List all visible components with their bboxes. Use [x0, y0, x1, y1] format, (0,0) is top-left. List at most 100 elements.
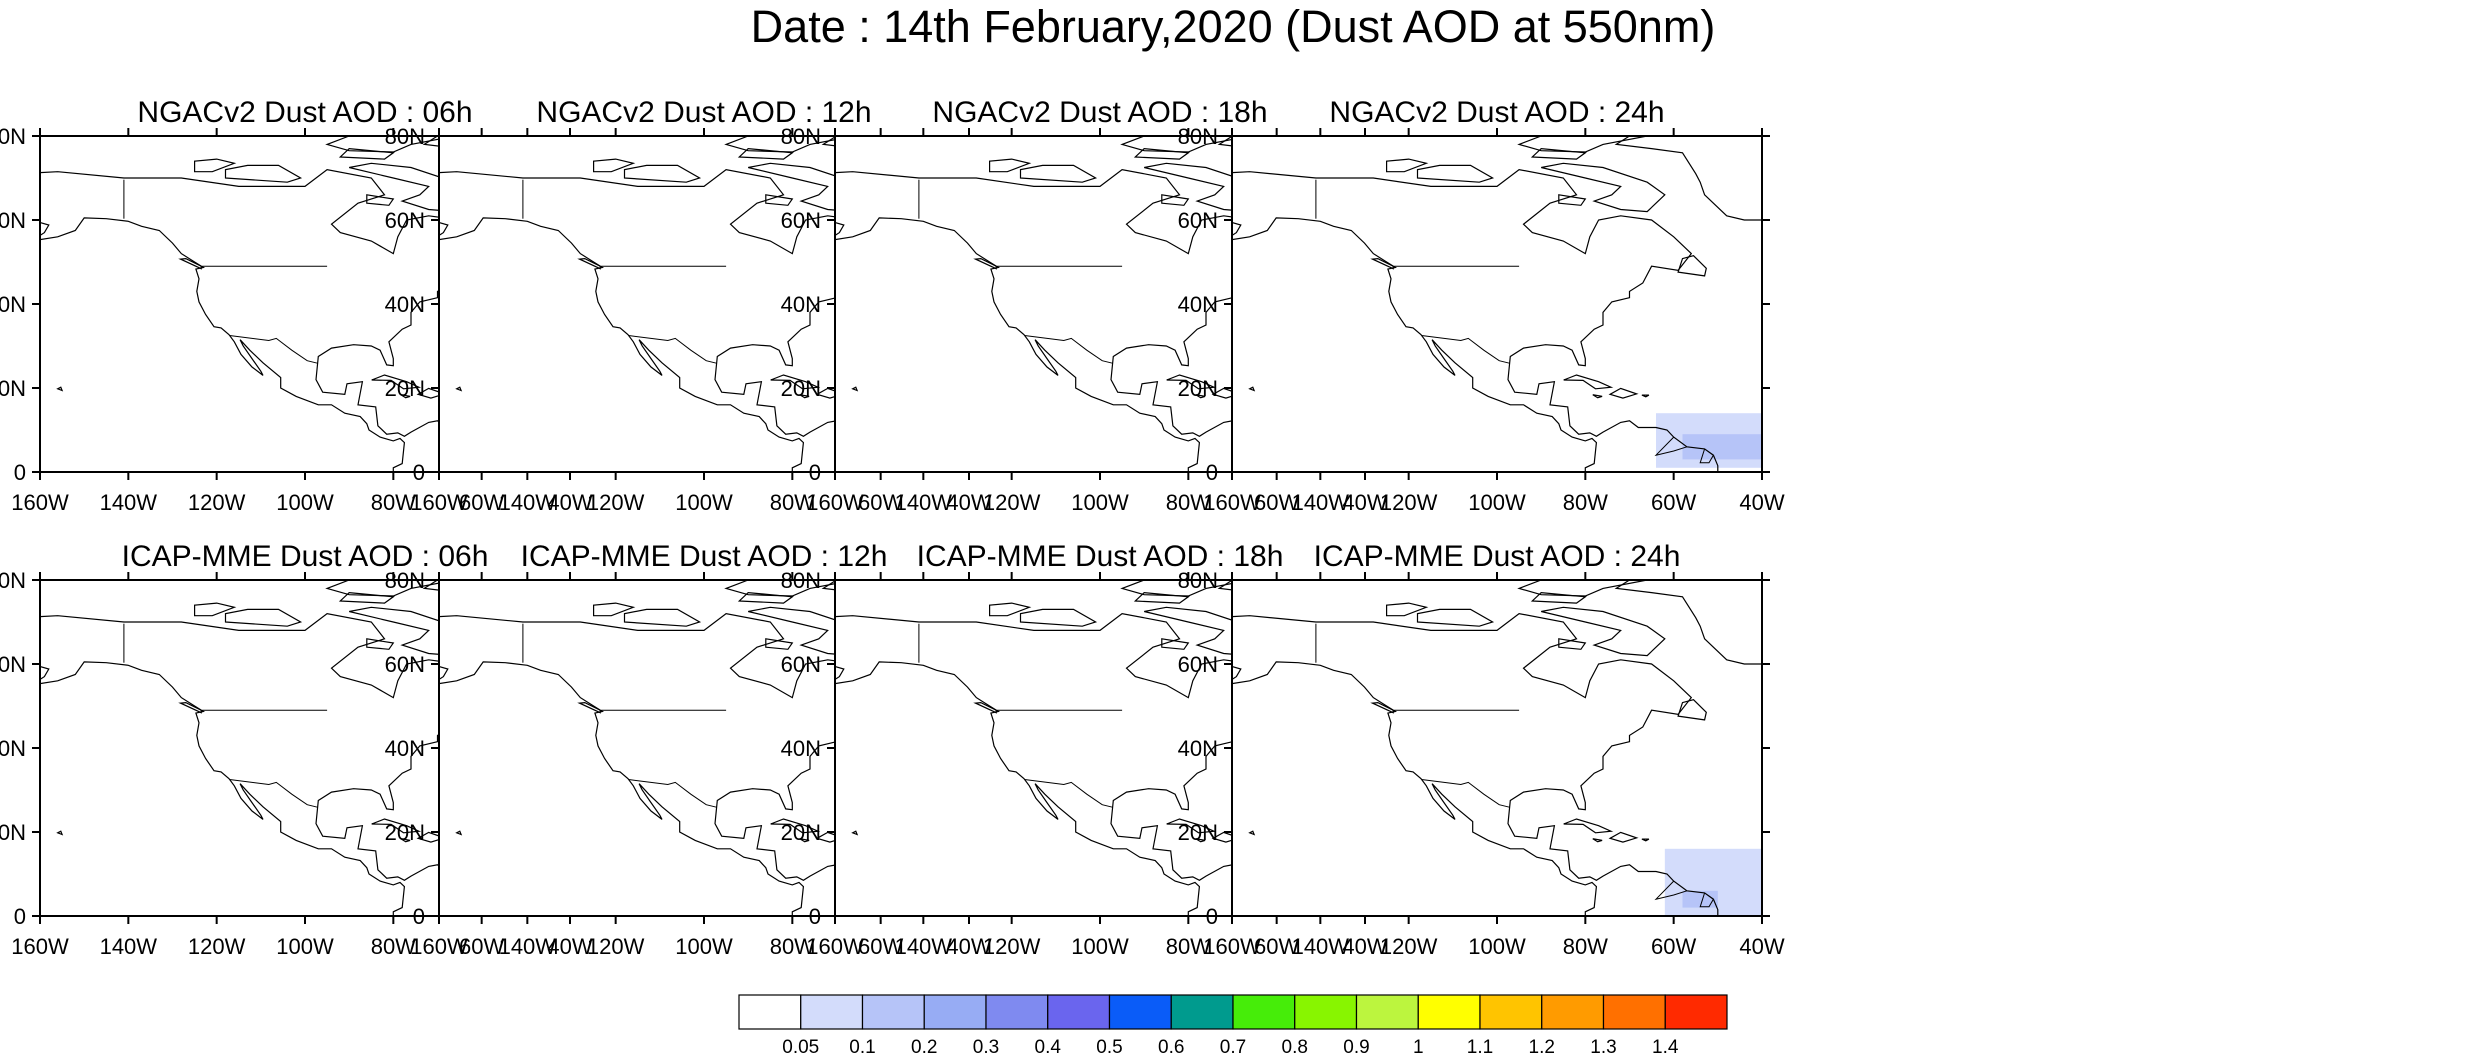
lon-tick-label: 160W	[410, 490, 468, 515]
coastline	[770, 374, 821, 390]
coastline	[56, 386, 64, 392]
lat-tick-label: 0	[413, 904, 425, 929]
coastline	[455, 386, 463, 392]
colorbar-label: 1.4	[1652, 1037, 1679, 1056]
dust-aod-area	[1682, 434, 1762, 460]
colorbar-label: 1	[1413, 1037, 1424, 1056]
coastline	[455, 830, 463, 836]
coastline	[371, 374, 422, 390]
coastline	[194, 602, 237, 617]
coastline	[1677, 255, 1707, 277]
lat-tick-label: 40N	[385, 292, 425, 317]
coastline	[1517, 580, 1665, 597]
lon-tick-label: 140W	[499, 934, 557, 959]
coastline	[724, 580, 872, 597]
lon-tick-label: 140W	[1292, 490, 1350, 515]
coastline	[1195, 838, 1206, 843]
coastline	[623, 608, 702, 627]
coastline	[338, 147, 395, 160]
colorbar-label: 0.6	[1158, 1037, 1184, 1056]
coastline	[1133, 147, 1190, 160]
map-panel: ICAP-MME Dust AOD : 24h 80N 60N 40N 20N 0 160W…	[1178, 540, 1785, 959]
coastline	[1530, 147, 1587, 160]
lat-tick-label: 40N	[0, 292, 26, 317]
colorbar-label: 1.2	[1529, 1037, 1555, 1056]
lon-tick-label: 60W	[1254, 490, 1299, 515]
lon-tick-label: 160W	[806, 934, 864, 959]
lat-tick-label: 20N	[1178, 376, 1218, 401]
lon-tick-label: 100W	[1468, 490, 1526, 515]
lat-tick-label: 60N	[781, 208, 821, 233]
coastline	[1416, 608, 1495, 627]
lat-tick-label: 0	[14, 460, 26, 485]
lon-tick-label: 100W	[1071, 490, 1129, 515]
coastline	[1019, 164, 1098, 183]
colorbar-box	[1232, 994, 1296, 1030]
colorbar-box	[1541, 994, 1605, 1030]
map-panels: NGACv2 Dust AOD : 06h80N60N40N20N0160W14…	[0, 96, 1785, 959]
coastline	[1144, 606, 1269, 657]
lon-tick-label: 160W	[410, 934, 468, 959]
coastline	[178, 257, 202, 270]
coastline	[1248, 386, 1256, 392]
coastline	[799, 394, 810, 399]
lon-tick-label: 60W	[459, 934, 504, 959]
lon-tick-label: 140W	[895, 490, 953, 515]
colorbar-box	[1355, 994, 1419, 1030]
aod-colorbar: 0.05 0.1 0.2 0.3 0.4 0.5 0.6 0.7 0.8 0.9 1 1.1 1.2 1.…	[738, 994, 1728, 1056]
coastline	[1558, 638, 1587, 650]
coastline	[973, 257, 997, 270]
lon-tick-label: 40W	[946, 934, 991, 959]
lon-tick-label: 120W	[983, 934, 1041, 959]
coastline	[1248, 830, 1256, 836]
colorbar-box	[861, 994, 925, 1030]
lon-tick-label: 120W	[1380, 490, 1438, 515]
lon-tick-label: 100W	[276, 490, 334, 515]
coastline	[765, 194, 794, 206]
country-border	[1024, 335, 1113, 364]
coastline	[1541, 606, 1666, 657]
coastline	[1563, 374, 1614, 390]
colorbar-box	[1479, 994, 1543, 1030]
country-border	[229, 779, 318, 808]
lat-tick-label: 60N	[781, 652, 821, 677]
lon-tick-label: 80W	[1563, 490, 1608, 515]
lat-tick-label: 40N	[385, 736, 425, 761]
lon-tick-label: 140W	[100, 490, 158, 515]
coastline	[325, 580, 473, 597]
coastline	[1530, 591, 1587, 604]
lon-tick-label: 120W	[188, 934, 246, 959]
coastline	[973, 701, 997, 714]
colorbar-box	[1417, 994, 1481, 1030]
coastline	[737, 591, 794, 604]
lon-tick-label: 100W	[675, 934, 733, 959]
lon-tick-label: 100W	[675, 490, 733, 515]
lat-tick-label: 80N	[0, 568, 26, 593]
lon-tick-label: 80W	[1563, 934, 1608, 959]
lon-tick-label: 120W	[983, 490, 1041, 515]
lat-tick-label: 60N	[1178, 652, 1218, 677]
coastline	[178, 701, 202, 714]
colorbar-label: 0.5	[1096, 1037, 1122, 1056]
panel-title: NGACv2 Dust AOD : 24h	[1329, 96, 1664, 129]
lon-tick-label: 60W	[858, 490, 903, 515]
colorbar-label: 1.1	[1467, 1037, 1493, 1056]
lat-tick-label: 40N	[1178, 736, 1218, 761]
lat-tick-label: 80N	[385, 568, 425, 593]
coastline	[194, 158, 237, 173]
lon-tick-label: 80W	[770, 934, 815, 959]
lon-tick-label: 40W	[547, 934, 592, 959]
lat-tick-label: 60N	[0, 652, 26, 677]
lat-tick-label: 0	[1206, 904, 1218, 929]
colorbar-box	[1170, 994, 1234, 1030]
colorbar-box	[985, 994, 1049, 1030]
country-border	[628, 335, 717, 364]
coastline	[851, 830, 859, 836]
lon-tick-label: 80W	[371, 490, 416, 515]
country-border	[1421, 779, 1510, 808]
colorbar-label: 0.8	[1282, 1037, 1308, 1056]
coastline	[1385, 158, 1429, 173]
coastline	[325, 136, 473, 153]
lon-tick-label: 40W	[547, 490, 592, 515]
lon-tick-label: 140W	[1292, 934, 1350, 959]
